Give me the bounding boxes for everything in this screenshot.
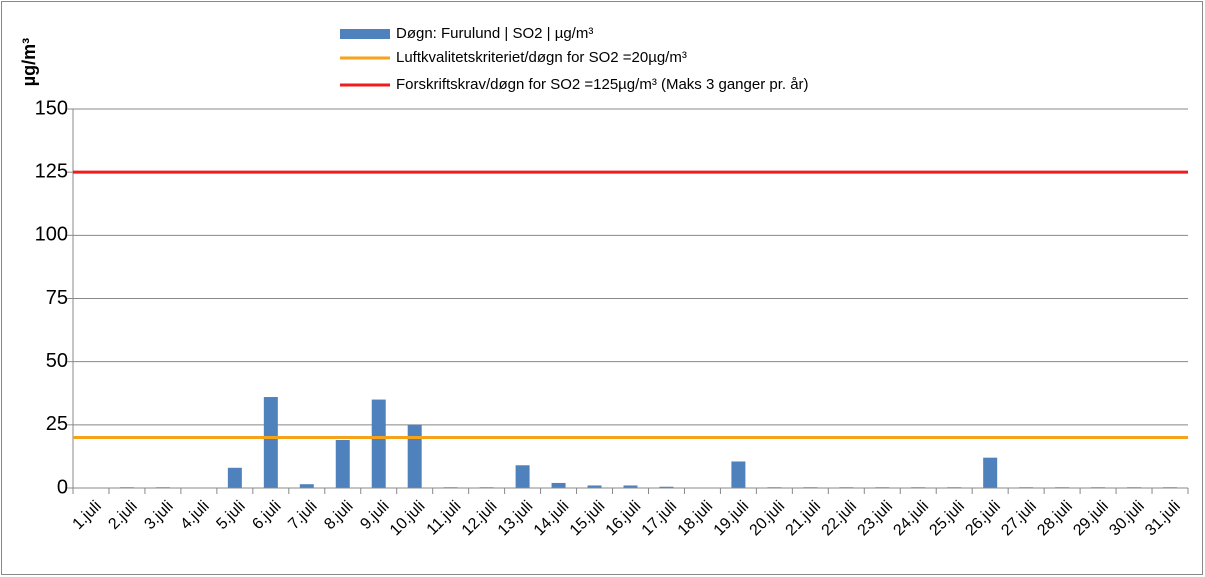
bar <box>587 485 602 488</box>
legend-label: Luftkvalitetskriteriet/døgn for SO2 =20µ… <box>396 49 687 66</box>
bar <box>371 399 386 488</box>
y-tick-label: 25 <box>46 413 68 435</box>
legend-label: Forskriftskrav/døgn for SO2 =125µg/m³ (M… <box>396 76 809 93</box>
bar <box>407 424 422 488</box>
y-tick-label: 125 <box>35 160 68 182</box>
bar <box>623 485 638 488</box>
y-tick-label: 50 <box>46 350 68 372</box>
bar <box>731 461 746 488</box>
bar <box>983 457 998 488</box>
y-tick-label: 75 <box>46 287 68 309</box>
bar <box>551 482 566 488</box>
legend-label: Døgn: Furulund | SO2 | µg/m³ <box>396 25 593 42</box>
bar <box>263 397 278 488</box>
bar <box>299 484 314 488</box>
y-tick-label: 100 <box>35 224 68 246</box>
legend-swatch <box>340 29 390 39</box>
bar <box>227 467 242 488</box>
y-tick-label: 150 <box>35 97 68 119</box>
y-tick-label: 0 <box>57 476 68 498</box>
bar <box>515 465 530 488</box>
bar <box>335 439 350 488</box>
y-axis-label: µg/m³ <box>19 38 39 86</box>
bar <box>659 486 674 488</box>
